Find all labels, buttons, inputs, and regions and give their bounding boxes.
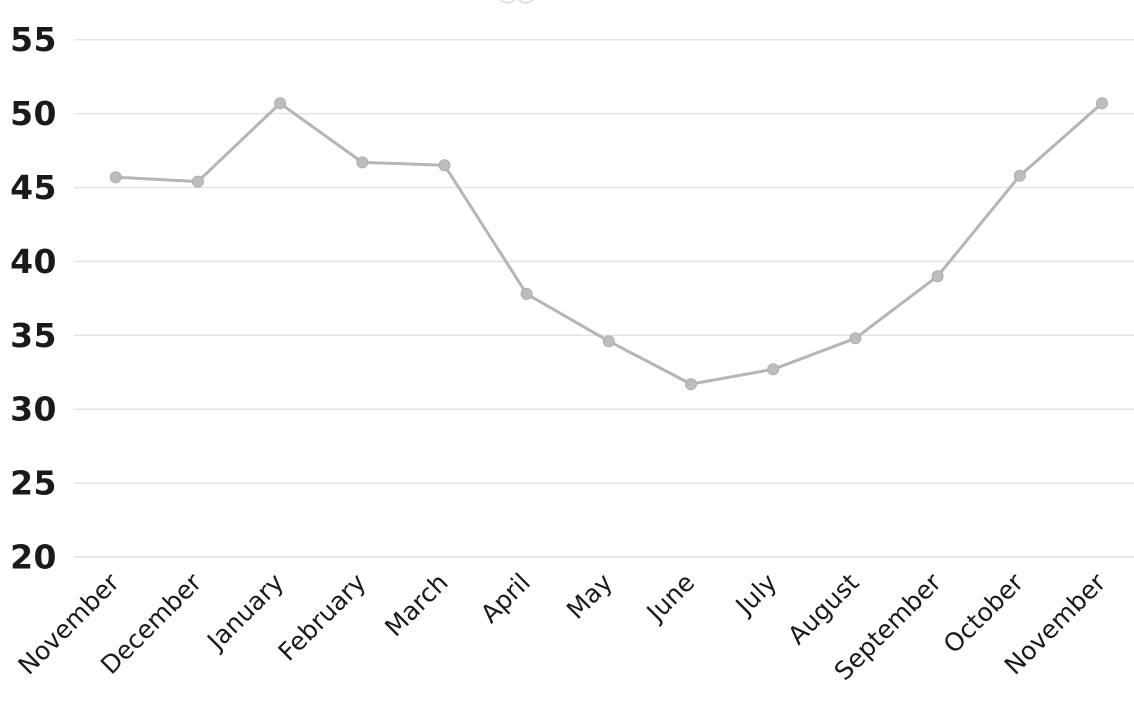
data-point-marker (685, 378, 697, 391)
y-axis-tick-label: 50 (10, 94, 57, 133)
data-point-marker (602, 335, 615, 348)
cropped-title-remnant (500, 0, 515, 4)
data-point-marker (274, 97, 287, 110)
cropped-title-remnant (518, 0, 534, 4)
data-point-marker (109, 171, 122, 184)
data-point-marker (1013, 169, 1026, 182)
y-axis-tick-label: 35 (10, 316, 57, 355)
data-point-marker (191, 175, 204, 188)
data-point-marker (520, 287, 533, 300)
x-axis-tick-label: March (379, 568, 453, 642)
data-point-marker (931, 270, 944, 283)
x-axis-tick-label: February (273, 568, 372, 667)
y-axis-tick-label: 25 (10, 464, 57, 503)
y-axis-tick-label: 55 (10, 20, 57, 59)
y-axis-tick-label: 20 (10, 538, 57, 577)
x-axis-tick-label: April (475, 568, 536, 629)
x-axis-tick-label: August (782, 568, 865, 651)
x-axis-tick-label: June (640, 568, 700, 628)
data-point-marker (849, 332, 862, 345)
y-axis-tick-label: 40 (10, 242, 57, 281)
data-point-marker (356, 156, 369, 169)
data-point-marker (438, 159, 451, 172)
x-axis-tick-label: July (729, 568, 783, 622)
x-axis-tick-label: May (561, 568, 618, 625)
y-axis-tick-label: 45 (10, 168, 57, 207)
data-point-marker (1096, 97, 1108, 110)
y-axis-tick-label: 30 (10, 390, 57, 429)
data-point-marker (767, 363, 780, 376)
